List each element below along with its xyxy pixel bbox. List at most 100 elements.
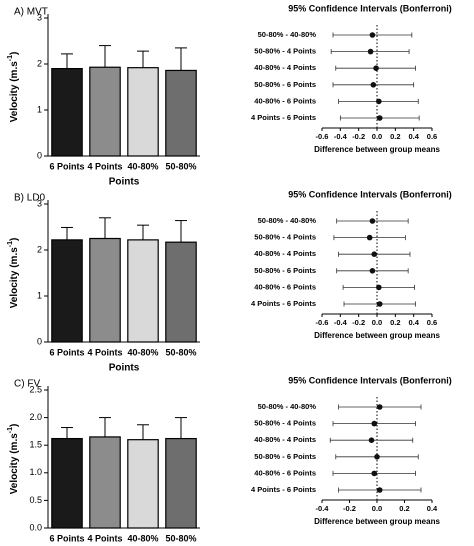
y-tick-label: 0 (37, 150, 42, 160)
y-axis-label: Velocity (m.s-1) (7, 52, 20, 123)
row-label: 40-80% - 6 Points (254, 96, 316, 105)
x-tick-label: 4 Points (87, 533, 122, 543)
y-axis-label-text: Velocity (m.s (9, 433, 20, 495)
y-tick-label: 2.5 (29, 384, 42, 394)
mean-point (367, 48, 374, 55)
mean-point (370, 82, 377, 88)
bar (51, 239, 83, 343)
bar (127, 239, 159, 343)
x-tick-label: 0.6 (427, 318, 437, 327)
bar (127, 439, 159, 529)
y-tick-label: 2.0 (29, 412, 42, 422)
y-tick-label: 0.5 (29, 495, 42, 505)
x-tick-label: 0.0 (372, 132, 382, 141)
panel: 95% Confidence Intervals (Bonferroni) -0.… (251, 3, 452, 154)
bar (51, 67, 83, 157)
panel: A) MVT 0 1 2 3 6 Points 4 Points 40-80% 50-80% Po… (7, 7, 200, 188)
mean-point (371, 251, 378, 257)
row-label: 50-80% - 4 Points (254, 47, 316, 56)
x-tick-label: 0.4 (427, 504, 438, 513)
x-tick-label: 0.6 (427, 132, 437, 141)
x-tick-label: 0.0 (372, 504, 382, 513)
panel-title: C) FV (14, 379, 40, 390)
y-axis-label-sup: -1 (7, 427, 14, 433)
row-label: 50-80% - 40-80% (258, 30, 317, 39)
bar (165, 437, 197, 529)
y-axis-label-sup: -1 (7, 241, 14, 247)
row-label: 50-80% - 4 Points (254, 419, 316, 428)
bar (165, 241, 197, 343)
x-tick-label: 0.2 (399, 504, 409, 513)
x-tick-label: -0.4 (334, 132, 348, 141)
mean-point (369, 32, 376, 38)
mean-point (376, 284, 382, 291)
row-label: 50-80% - 6 Points (254, 452, 316, 461)
row-label: 4 Points - 6 Points (251, 113, 316, 122)
row-label: 40-80% - 6 Points (254, 282, 316, 291)
x-tick-label: 0.0 (372, 318, 382, 327)
y-axis-label: Velocity (m.s-1) (7, 424, 20, 495)
mean-point (374, 454, 380, 460)
y-axis-label-end: ) (9, 424, 20, 427)
mean-point (373, 65, 379, 71)
x-tick-label: 0.2 (390, 318, 400, 327)
panel-title: 95% Confidence Intervals (Bonferroni) (288, 375, 452, 385)
x-tick-label: 40-80% (127, 533, 158, 543)
bar (127, 67, 159, 157)
x-tick-label: 50-80% (165, 347, 196, 357)
x-tick-label: 4 Points (87, 347, 122, 357)
y-tick-label: 1 (37, 104, 42, 114)
x-tick-label: 0.2 (390, 132, 400, 141)
y-axis-label-sup: -1 (7, 55, 14, 61)
y-tick-label: 3 (37, 12, 42, 22)
x-tick-label: -0.4 (334, 318, 348, 327)
row-label: 4 Points - 6 Points (251, 485, 316, 494)
panel-title: A) MVT (14, 7, 48, 18)
x-axis-label: Difference between group means (314, 517, 440, 526)
row-label: 4 Points - 6 Points (251, 299, 316, 308)
panel: C) FV 0.0 0.5 1.0 1.5 2.0 2.5 6 Points 4 Points 4… (7, 379, 200, 543)
x-tick-label: 40-80% (127, 347, 158, 357)
y-tick-label: 0.0 (29, 522, 42, 532)
x-tick-label: 50-80% (165, 533, 196, 543)
x-tick-label: 4 Points (87, 161, 122, 171)
y-tick-label: 1 (37, 290, 42, 300)
row-label: 50-80% - 40-80% (258, 402, 317, 411)
x-tick-label: 6 Points (49, 347, 84, 357)
x-tick-label: 0.4 (408, 318, 419, 327)
mean-point (376, 487, 383, 493)
row-label: 40-80% - 6 Points (254, 468, 316, 477)
x-tick-label: 6 Points (49, 161, 84, 171)
y-axis-label: Velocity (m.s-1) (7, 238, 20, 309)
panel-title: 95% Confidence Intervals (Bonferroni) (288, 3, 452, 13)
bar (89, 237, 121, 343)
panel-title: B) LD0 (14, 193, 46, 204)
y-axis-label-text: Velocity (m.s (9, 247, 20, 309)
mean-point (369, 218, 376, 224)
mean-point (371, 420, 378, 427)
row-label: 50-80% - 6 Points (254, 80, 316, 89)
panel-title: 95% Confidence Intervals (Bonferroni) (288, 189, 452, 199)
y-tick-label: 2 (37, 244, 42, 254)
row-label: 50-80% - 40-80% (258, 216, 317, 225)
x-tick-label: -0.6 (316, 318, 329, 327)
mean-point (366, 234, 373, 241)
x-tick-label: -0.4 (316, 504, 330, 513)
x-axis-label: Difference between group means (314, 331, 440, 340)
mean-point (376, 98, 382, 105)
bar (89, 66, 121, 157)
mean-point (376, 115, 383, 121)
y-tick-label: 0 (37, 336, 42, 346)
x-tick-label: -0.2 (343, 504, 356, 513)
mean-point (371, 470, 378, 477)
x-axis-label: Points (109, 177, 140, 188)
mean-point (369, 268, 376, 274)
y-tick-label: 1.5 (29, 440, 42, 450)
panel: B) LD0 0 1 2 3 6 Points 4 Points 40-80% 50-80% Po… (7, 193, 200, 374)
panel: 95% Confidence Intervals (Bonferroni) -0.… (251, 375, 452, 526)
y-tick-label: 1.0 (29, 467, 42, 477)
row-label: 50-80% - 6 Points (254, 266, 316, 275)
x-tick-label: -0.6 (316, 132, 329, 141)
x-axis-label: Points (109, 363, 140, 374)
